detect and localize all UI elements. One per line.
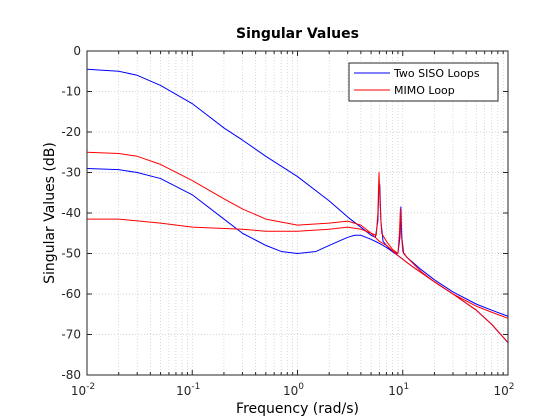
x-tick-label: 10-1 — [176, 382, 200, 398]
x-tick-label: 102 — [493, 382, 514, 398]
ticks: 10-2 10-1 100 101 1020-10-20-30-40-50-60-70-… — [61, 44, 514, 398]
x-tick-label: 10-2 — [71, 382, 95, 398]
x-tick-label-exponent: -2 — [86, 382, 95, 392]
x-tick-label-base: 10 — [388, 384, 403, 398]
legend-label: MIMO Loop — [394, 84, 455, 97]
y-tick-label: -20 — [61, 125, 81, 139]
x-tick-label: 100 — [283, 382, 304, 398]
y-tick-label: -70 — [61, 328, 81, 342]
series-line-3 — [86, 151, 509, 319]
x-tick-label-base: 10 — [493, 384, 508, 398]
y-tick-label: -50 — [61, 247, 81, 261]
y-axis-label: Singular Values (dB) — [42, 142, 58, 284]
y-tick-label: -10 — [61, 85, 81, 99]
series-line-4 — [87, 218, 509, 343]
x-tick-label-base: 10 — [176, 384, 191, 398]
y-tick-label: -60 — [61, 287, 81, 301]
x-tick-label-exponent: 0 — [298, 382, 304, 392]
y-tick-label: -30 — [61, 166, 81, 180]
chart-title: Singular Values — [236, 26, 359, 42]
legend: Two SISO Loops MIMO Loop — [348, 62, 499, 102]
legend-label: Two SISO Loops — [393, 67, 480, 80]
legend-box — [348, 62, 499, 102]
grid — [87, 51, 508, 375]
x-tick-label-base: 10 — [283, 384, 298, 398]
y-tick-label: 0 — [73, 44, 81, 58]
y-tick-label: -40 — [61, 206, 81, 220]
y-tick-label: -80 — [61, 368, 81, 382]
x-axis-label: Frequency (rad/s) — [236, 401, 359, 417]
x-tick-label-base: 10 — [71, 384, 86, 398]
x-tick-label: 101 — [388, 382, 409, 398]
x-tick-label-exponent: -1 — [191, 382, 200, 392]
x-tick-label-exponent: 2 — [509, 382, 515, 392]
x-tick-label-exponent: 1 — [404, 382, 410, 392]
series-lines — [86, 68, 509, 343]
